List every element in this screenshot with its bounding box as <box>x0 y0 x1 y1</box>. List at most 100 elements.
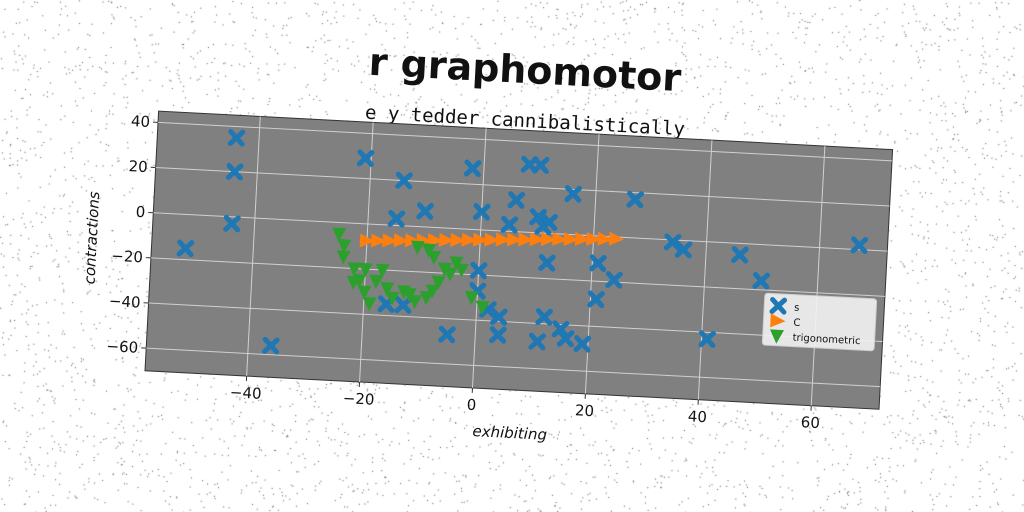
y-tick-label: 40 <box>130 112 150 131</box>
data-point-x <box>587 290 605 309</box>
data-point-x <box>535 308 553 326</box>
data-point-x <box>416 202 434 220</box>
data-point-triangle-right <box>370 233 387 248</box>
y-tick-label: −40 <box>108 292 141 312</box>
plot-area <box>144 110 894 410</box>
data-point-triangle-down <box>357 285 372 300</box>
data-point-triangle-down <box>369 274 384 289</box>
data-point-triangle-right <box>506 232 523 247</box>
data-point-x <box>573 335 592 353</box>
y-tick-label: −20 <box>111 247 144 267</box>
data-point-x <box>850 236 869 254</box>
legend-marker <box>770 313 786 328</box>
legend-box <box>761 292 878 352</box>
grid-line-y <box>148 302 883 342</box>
data-point-x <box>663 233 682 251</box>
grid-line-x <box>471 128 487 388</box>
data-point-triangle-right <box>552 232 568 247</box>
y-tick-label: 20 <box>128 157 148 176</box>
data-point-x <box>556 329 575 348</box>
grid-line-y <box>146 347 881 388</box>
data-point-x <box>489 326 507 344</box>
data-point-x <box>227 129 246 147</box>
data-point-triangle-right <box>586 231 602 246</box>
data-point-x <box>176 239 195 258</box>
data-point-x <box>674 240 693 259</box>
data-point-triangle-right <box>563 231 579 246</box>
data-point-x <box>394 296 413 314</box>
data-point-triangle-right <box>359 233 375 248</box>
data-point-triangle-down <box>427 250 442 265</box>
x-tick-label: 0 <box>466 396 476 414</box>
x-axis-label: exhibiting <box>472 422 547 444</box>
y-tick-label: 0 <box>135 203 145 221</box>
data-point-triangle-down <box>385 291 400 306</box>
data-point-triangle-down <box>408 294 423 310</box>
data-point-triangle-right <box>574 231 591 246</box>
data-point-triangle-right <box>518 232 534 247</box>
data-point-x <box>564 185 583 203</box>
data-point-x <box>752 271 770 290</box>
legend-label: s <box>794 303 800 314</box>
data-point-x <box>528 332 546 351</box>
data-point-x <box>605 271 623 289</box>
data-point-triangle-right <box>438 232 455 247</box>
data-point-x <box>395 171 413 190</box>
data-point-x <box>534 217 553 236</box>
data-point-x <box>589 254 607 272</box>
data-point-triangle-down <box>410 240 425 255</box>
data-point-triangle-down <box>347 262 362 277</box>
data-point-x <box>472 203 491 221</box>
data-point-triangle-right <box>427 233 443 247</box>
x-tick-label: 40 <box>687 407 707 426</box>
grid-line-y <box>155 167 890 207</box>
data-point-x <box>262 336 280 355</box>
data-point-triangle-down <box>425 284 440 299</box>
data-point-triangle-right <box>382 233 398 248</box>
data-point-x <box>731 245 749 264</box>
y-tick-label: −60 <box>106 337 139 357</box>
grid-line-y <box>157 121 893 162</box>
data-point-x <box>223 214 241 233</box>
x-tick-label: 20 <box>575 401 595 420</box>
legend-label: C <box>793 318 801 329</box>
x-tick-label: 60 <box>800 413 820 432</box>
data-point-x <box>507 191 526 209</box>
legend-marker <box>770 329 785 344</box>
data-point-triangle-down <box>380 281 395 297</box>
data-point-x <box>438 325 456 344</box>
grid-line-y <box>153 212 888 252</box>
data-point-x <box>490 308 508 326</box>
data-point-triangle-down <box>464 290 479 306</box>
data-point-triangle-right <box>495 232 511 247</box>
data-point-triangle-down <box>336 250 351 265</box>
x-tick-label: −20 <box>342 389 375 409</box>
data-point-x <box>463 159 482 178</box>
data-point-triangle-right <box>461 232 477 247</box>
data-point-x <box>387 209 406 228</box>
data-point-triangle-right <box>540 232 557 247</box>
data-point-triangle-down <box>431 275 446 290</box>
grid-line-y <box>150 257 885 297</box>
data-point-triangle-down <box>455 263 469 278</box>
legend-marker <box>769 297 788 315</box>
data-point-x <box>356 149 375 167</box>
data-point-x <box>531 156 550 174</box>
data-point-triangle-down <box>346 275 361 291</box>
data-point-triangle-right <box>608 231 625 246</box>
data-point-triangle-right <box>529 232 545 247</box>
legend-label: trigonometric <box>792 333 860 348</box>
markers-group <box>176 129 869 410</box>
x-tick-label: −40 <box>229 383 262 403</box>
data-point-triangle-right <box>404 233 421 248</box>
plot-group: −40 −20 0 20 40 60 40 20 0 −20 −40 −60 exhibiting con… <box>80 110 894 444</box>
data-point-x <box>469 261 488 280</box>
data-point-triangle-down <box>475 300 490 315</box>
data-point-triangle-down <box>337 238 352 254</box>
data-point-triangle-down <box>332 227 347 242</box>
data-point-triangle-down <box>375 263 390 278</box>
grid-line-x <box>246 116 261 377</box>
y-axis-label: contractions <box>80 191 103 285</box>
